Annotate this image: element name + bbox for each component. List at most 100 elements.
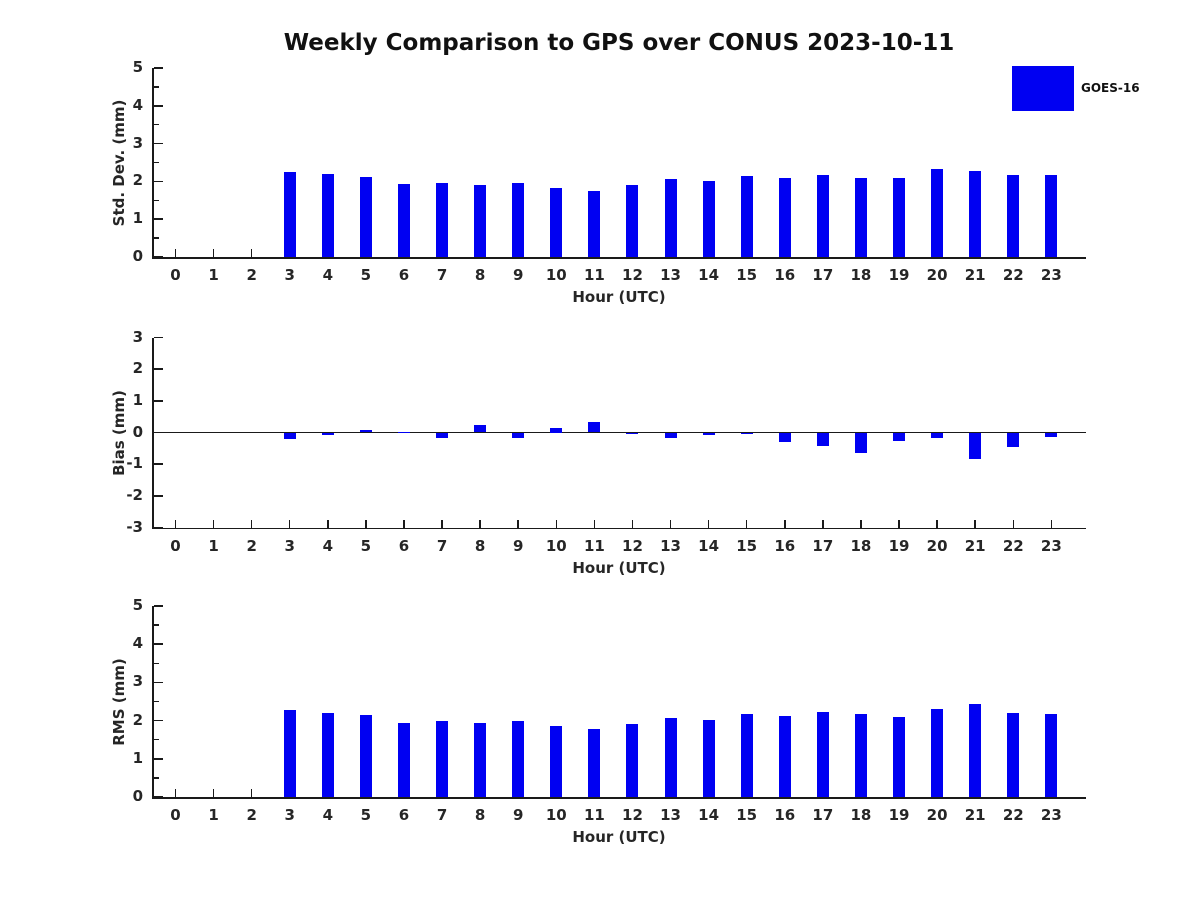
x-tick-label: 9: [513, 806, 524, 824]
y-minor-tick: [153, 199, 159, 202]
x-tick-label: 5: [360, 806, 372, 824]
bar-hour-21: [969, 704, 982, 797]
y-tick: [153, 368, 163, 370]
x-tick-label: 13: [660, 536, 681, 555]
legend-label: GOES-16: [1081, 81, 1140, 95]
x-tick-label: 17: [812, 536, 834, 555]
x-tick-label: 9: [513, 266, 524, 284]
y-axis-label: RMS (mm): [110, 657, 128, 746]
y-minor-tick: [153, 777, 159, 779]
bar-hour-5: [359, 715, 372, 797]
x-tick-label: 7: [436, 536, 448, 555]
y-minor-tick: [153, 237, 159, 239]
x-tick: [174, 249, 177, 257]
y-tick: [153, 180, 163, 183]
bar-hour-16: [778, 716, 791, 797]
x-tick-label: 9: [513, 536, 524, 555]
x-tick-label: 12: [622, 806, 643, 824]
bar-hour-8: [474, 723, 487, 797]
x-tick: [212, 789, 215, 797]
x-tick-label: 1: [208, 536, 219, 555]
x-tick-label: 23: [1040, 536, 1062, 555]
y-minor-tick: [153, 86, 159, 88]
bar-hour-17: [816, 711, 829, 797]
y-tick-label: 1: [132, 748, 143, 767]
y-tick: [153, 719, 163, 722]
x-tick: [212, 249, 215, 257]
bar-hour-6: [397, 722, 410, 797]
x-tick-label: 10: [545, 536, 567, 555]
x-tick-label: 5: [360, 266, 372, 284]
bar-hour-15: [740, 176, 753, 257]
zero-line: [152, 432, 1086, 433]
x-tick: [707, 519, 710, 528]
y-tick: [153, 605, 163, 607]
x-tick-label: 14: [698, 806, 720, 824]
y-tick-label: 0: [132, 422, 143, 441]
bar-hour-12: [626, 185, 639, 257]
y-minor-tick: [153, 662, 159, 665]
x-axis: [152, 527, 1086, 529]
bar-hour-5: [359, 177, 372, 257]
x-tick: [860, 519, 862, 528]
y-tick: [153, 796, 163, 798]
x-tick: [365, 519, 367, 528]
bar-hour-13: [664, 179, 677, 257]
x-tick: [1050, 519, 1053, 528]
x-tick-label: 4: [322, 806, 334, 824]
y-tick: [153, 400, 163, 402]
x-tick: [174, 789, 177, 797]
x-tick-label: 11: [583, 806, 605, 824]
x-tick-label: 3: [284, 806, 295, 824]
y-tick-label: 3: [132, 133, 143, 152]
bar-hour-12: [626, 723, 639, 797]
x-tick-label: 19: [888, 536, 910, 555]
x-tick-label: 21: [964, 266, 986, 284]
x-tick-label: 1: [208, 806, 219, 824]
bar-hour-17: [816, 175, 829, 257]
bar-hour-20: [931, 168, 944, 257]
bar-hour-22: [1007, 712, 1020, 797]
y-tick: [153, 495, 163, 497]
bar-hour-8: [474, 185, 487, 257]
bar-hour-4: [321, 174, 334, 257]
x-tick-label: 0: [170, 266, 181, 284]
bar-hour-19: [893, 177, 906, 257]
x-tick-label: 22: [1002, 266, 1024, 284]
bar-hour-23: [1045, 174, 1058, 257]
bar-hour-22: [1007, 174, 1020, 257]
y-tick: [153, 105, 163, 107]
x-tick-label: 16: [774, 266, 796, 284]
x-tick: [898, 519, 900, 528]
bar-hour-11: [588, 729, 601, 797]
x-tick: [1012, 519, 1014, 528]
bar-hour-10: [550, 427, 563, 433]
x-tick-label: 20: [926, 806, 948, 824]
x-tick: [250, 249, 253, 257]
y-tick: [153, 142, 163, 145]
x-tick-label: 17: [812, 266, 834, 284]
x-tick: [593, 519, 596, 528]
x-tick: [250, 519, 253, 528]
bar-hour-17: [816, 432, 829, 447]
bar-hour-3: [283, 432, 296, 439]
x-tick: [669, 519, 672, 528]
bar-hour-14: [702, 432, 715, 436]
y-tick-label: 2: [132, 171, 143, 190]
bar-hour-13: [664, 432, 677, 438]
x-tick-label: 16: [774, 806, 796, 824]
x-tick-label: 3: [284, 266, 295, 284]
y-tick-label: 0: [132, 787, 143, 805]
chart-title: Weekly Comparison to GPS over CONUS 2023…: [283, 30, 955, 56]
y-tick: [153, 67, 163, 69]
bar-hour-19: [893, 432, 906, 442]
bar-hour-18: [854, 432, 867, 454]
x-tick-label: 8: [474, 266, 486, 284]
bar-hour-15: [740, 432, 753, 435]
x-tick-label: 15: [736, 536, 758, 555]
y-tick-label: 5: [132, 596, 143, 614]
y-tick-label: 3: [132, 672, 143, 691]
bar-hour-11: [588, 191, 601, 257]
x-tick-label: 23: [1040, 806, 1062, 824]
